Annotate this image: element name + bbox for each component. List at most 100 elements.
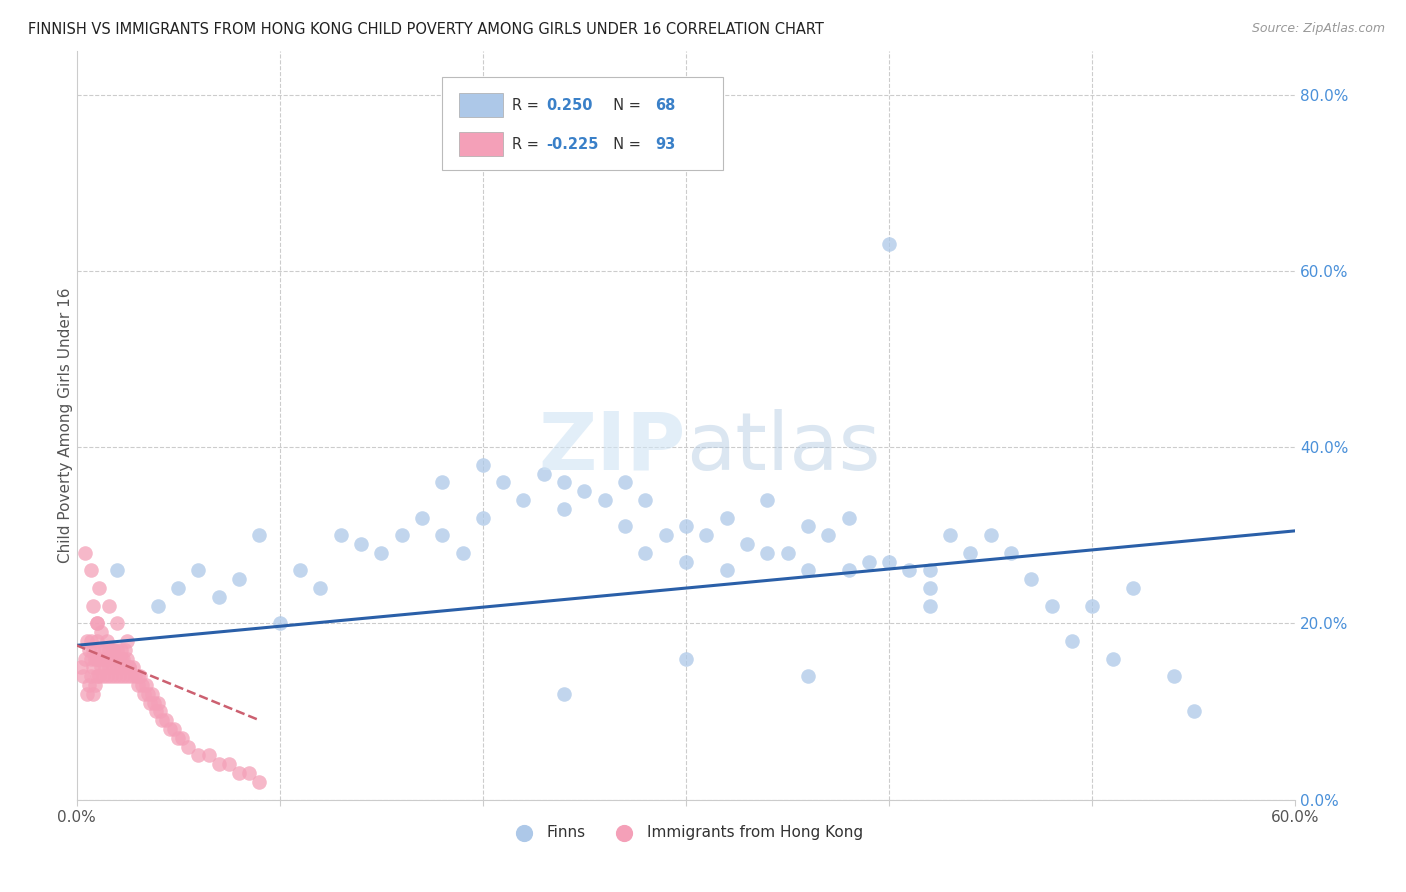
Point [1101,651,1123,665]
Point [128,669,150,683]
Point [135,678,157,692]
Point [105,642,128,657]
FancyBboxPatch shape [460,94,503,118]
Point [512,493,534,508]
Point [838,564,860,578]
Point [86,669,108,683]
Text: 68: 68 [655,98,676,113]
Point [80,651,103,665]
Point [117,651,139,665]
Point [132,687,155,701]
Point [117,669,139,683]
Point [96,634,118,648]
Point [76,634,98,648]
Point [1122,581,1144,595]
Point [114,660,136,674]
Point [108,669,131,683]
Point [634,546,657,560]
Point [432,475,454,490]
Point [553,687,575,701]
Point [86,651,108,665]
Point [238,766,260,780]
Point [101,660,124,674]
Point [695,528,717,542]
Point [877,237,900,252]
Point [269,616,291,631]
Point [675,519,697,533]
Point [898,564,921,578]
Point [91,669,114,683]
Point [918,599,941,613]
Point [167,731,190,745]
Point [797,564,820,578]
Point [288,564,311,578]
Point [101,642,124,657]
Point [82,687,104,701]
Point [87,581,110,595]
Point [83,678,105,692]
Point [163,722,186,736]
Point [146,696,169,710]
Point [112,651,135,665]
Point [110,651,132,665]
Point [614,475,637,490]
Point [939,528,962,542]
Point [634,493,657,508]
Point [370,546,392,560]
Text: 93: 93 [655,136,676,152]
Point [142,696,165,710]
Point [228,766,250,780]
Point [553,501,575,516]
Point [228,572,250,586]
Point [471,458,494,472]
Point [309,581,332,595]
Point [553,475,575,490]
Point [98,642,121,657]
Point [105,564,128,578]
Point [776,546,799,560]
Point [247,775,270,789]
Point [167,581,190,595]
Point [112,669,135,683]
Point [675,555,697,569]
Point [735,537,758,551]
Point [1040,599,1063,613]
Point [797,669,820,683]
Point [756,493,779,508]
Text: FINNISH VS IMMIGRANTS FROM HONG KONG CHILD POVERTY AMONG GIRLS UNDER 16 CORRELAT: FINNISH VS IMMIGRANTS FROM HONG KONG CHI… [28,22,824,37]
Point [82,599,104,613]
Text: N =: N = [605,136,645,152]
Point [150,713,173,727]
Point [451,546,474,560]
Legend: Finns, Immigrants from Hong Kong: Finns, Immigrants from Hong Kong [502,819,869,846]
Point [654,528,676,542]
Point [136,687,159,701]
Point [96,669,118,683]
Point [124,669,146,683]
Point [110,642,132,657]
Point [918,581,941,595]
Point [86,616,108,631]
Point [980,528,1002,542]
Point [100,669,122,683]
Point [120,669,142,683]
Point [187,748,209,763]
Point [471,510,494,524]
Point [432,528,454,542]
Point [858,555,880,569]
FancyBboxPatch shape [460,132,503,156]
Point [197,748,219,763]
Point [716,510,738,524]
Point [350,537,373,551]
Point [118,660,141,674]
FancyBboxPatch shape [443,77,723,170]
Point [127,678,149,692]
Point [247,528,270,542]
Text: -0.225: -0.225 [546,136,598,152]
Point [94,642,117,657]
Point [76,687,98,701]
Point [141,687,163,701]
Point [1163,669,1185,683]
Text: 0.250: 0.250 [546,98,592,113]
Point [593,493,616,508]
